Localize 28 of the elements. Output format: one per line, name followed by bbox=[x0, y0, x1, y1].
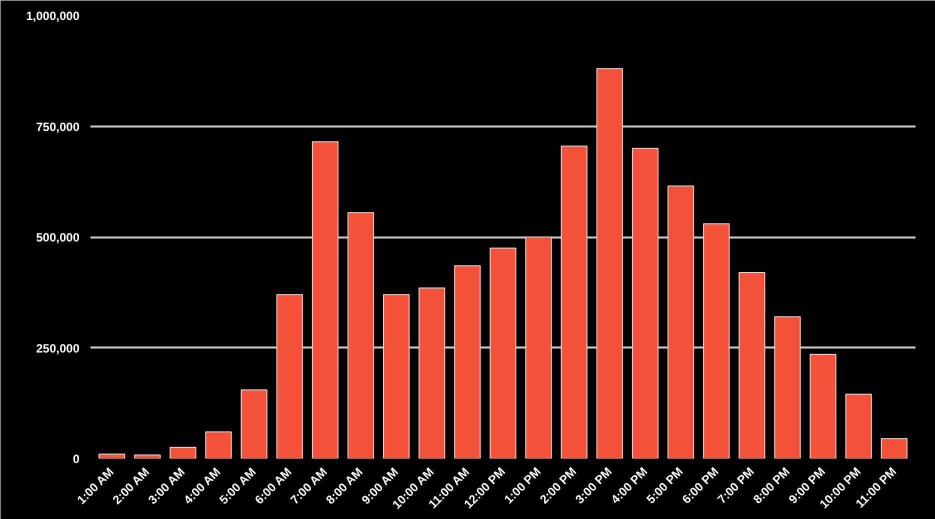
bar bbox=[418, 287, 446, 458]
y-tick-label: 750,000 bbox=[36, 120, 80, 134]
bar bbox=[703, 223, 730, 458]
bar bbox=[240, 389, 268, 458]
bar bbox=[738, 272, 766, 458]
bar bbox=[170, 446, 196, 458]
bar bbox=[810, 354, 836, 458]
bar bbox=[205, 431, 232, 458]
bar bbox=[134, 454, 161, 458]
bar bbox=[560, 146, 588, 458]
bar bbox=[880, 438, 908, 458]
y-tick-label: 1,000,000 bbox=[26, 9, 80, 23]
bar bbox=[490, 248, 516, 458]
y-tick-label: 0 bbox=[72, 452, 80, 466]
bar bbox=[774, 316, 801, 458]
bar bbox=[845, 394, 872, 458]
bar bbox=[347, 212, 374, 458]
bar bbox=[668, 186, 694, 458]
bar bbox=[632, 148, 659, 458]
bar bbox=[276, 294, 303, 458]
bar bbox=[98, 454, 126, 458]
y-tick-label: 250,000 bbox=[36, 341, 80, 356]
bar bbox=[596, 68, 623, 458]
bar bbox=[525, 236, 552, 458]
bar bbox=[312, 141, 338, 458]
bar bbox=[383, 294, 410, 458]
bar bbox=[454, 265, 481, 458]
y-tick-label: 500,000 bbox=[36, 230, 80, 244]
